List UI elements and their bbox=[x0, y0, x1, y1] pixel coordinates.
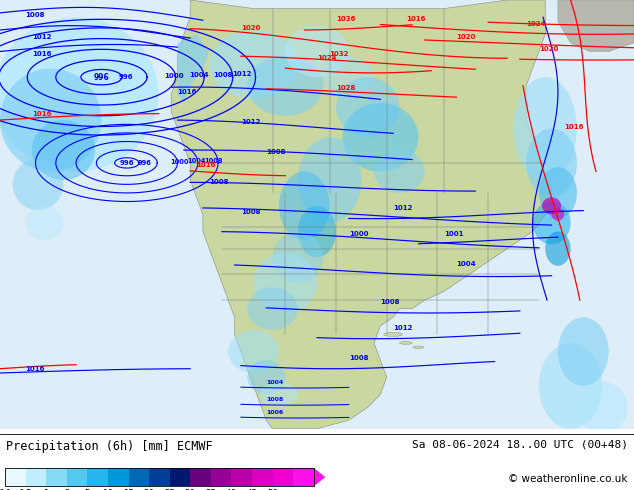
Bar bbox=[190, 468, 211, 486]
Text: 1036: 1036 bbox=[336, 17, 356, 23]
Text: 1008: 1008 bbox=[213, 72, 233, 78]
Bar bbox=[129, 468, 149, 486]
Ellipse shape bbox=[526, 128, 577, 197]
Text: Sa 08-06-2024 18..00 UTC (00+48): Sa 08-06-2024 18..00 UTC (00+48) bbox=[411, 440, 628, 450]
Text: 1020: 1020 bbox=[456, 34, 476, 40]
Ellipse shape bbox=[285, 25, 349, 77]
Bar bbox=[25, 468, 46, 486]
Ellipse shape bbox=[228, 330, 279, 373]
Ellipse shape bbox=[342, 103, 418, 172]
Ellipse shape bbox=[384, 332, 403, 337]
Polygon shape bbox=[314, 468, 325, 486]
Bar bbox=[67, 468, 87, 486]
Ellipse shape bbox=[374, 150, 425, 193]
Text: 1000: 1000 bbox=[349, 231, 368, 237]
Ellipse shape bbox=[336, 77, 399, 137]
Text: 1020: 1020 bbox=[241, 25, 261, 31]
Bar bbox=[231, 468, 252, 486]
Ellipse shape bbox=[558, 318, 609, 386]
Bar bbox=[5, 468, 314, 486]
Text: 1004: 1004 bbox=[266, 380, 283, 385]
Bar bbox=[108, 468, 129, 486]
Text: 1004: 1004 bbox=[187, 158, 205, 165]
Bar bbox=[273, 468, 294, 486]
Ellipse shape bbox=[247, 56, 323, 116]
Text: 1000: 1000 bbox=[170, 159, 188, 165]
Text: 1012: 1012 bbox=[393, 325, 413, 331]
Text: 1008: 1008 bbox=[380, 299, 400, 305]
Ellipse shape bbox=[298, 137, 361, 223]
Text: 1008: 1008 bbox=[209, 179, 229, 185]
Text: 1016: 1016 bbox=[32, 111, 51, 117]
Text: 1008: 1008 bbox=[266, 397, 283, 402]
Ellipse shape bbox=[413, 346, 424, 348]
Text: 1012: 1012 bbox=[241, 120, 261, 125]
Text: 996: 996 bbox=[119, 74, 133, 80]
Text: 1016: 1016 bbox=[406, 17, 425, 23]
Ellipse shape bbox=[542, 197, 561, 215]
Ellipse shape bbox=[539, 167, 577, 219]
Ellipse shape bbox=[533, 201, 571, 245]
Ellipse shape bbox=[0, 69, 101, 172]
Polygon shape bbox=[171, 0, 552, 429]
Ellipse shape bbox=[247, 287, 298, 330]
Bar bbox=[149, 468, 170, 486]
Polygon shape bbox=[178, 34, 209, 103]
Text: Precipitation (6h) [mm] ECMWF: Precipitation (6h) [mm] ECMWF bbox=[6, 440, 213, 453]
Text: 996: 996 bbox=[94, 73, 109, 82]
Ellipse shape bbox=[545, 232, 571, 266]
Ellipse shape bbox=[298, 206, 336, 257]
Ellipse shape bbox=[323, 56, 374, 98]
Ellipse shape bbox=[13, 159, 63, 210]
Ellipse shape bbox=[209, 30, 298, 98]
Bar bbox=[87, 468, 108, 486]
Text: 1032: 1032 bbox=[330, 51, 349, 57]
Text: 1016: 1016 bbox=[25, 366, 45, 372]
Bar bbox=[170, 468, 190, 486]
Ellipse shape bbox=[260, 382, 298, 407]
Text: 1020: 1020 bbox=[539, 47, 559, 52]
Ellipse shape bbox=[254, 253, 317, 313]
Text: 1016: 1016 bbox=[564, 123, 584, 130]
Text: 1006: 1006 bbox=[266, 410, 283, 415]
Ellipse shape bbox=[273, 232, 323, 283]
Text: 1004: 1004 bbox=[189, 72, 209, 78]
Ellipse shape bbox=[552, 208, 564, 221]
Text: 1004: 1004 bbox=[456, 261, 476, 267]
Text: 1012: 1012 bbox=[393, 205, 413, 211]
Ellipse shape bbox=[514, 77, 577, 180]
Bar bbox=[46, 468, 67, 486]
Ellipse shape bbox=[0, 17, 158, 171]
Bar bbox=[5, 468, 25, 486]
Ellipse shape bbox=[577, 382, 628, 433]
Text: 1008: 1008 bbox=[204, 158, 223, 164]
Text: 1016: 1016 bbox=[178, 89, 197, 96]
Ellipse shape bbox=[32, 120, 95, 180]
Text: 1012: 1012 bbox=[32, 34, 51, 40]
Text: 1016: 1016 bbox=[32, 51, 51, 57]
Bar bbox=[252, 468, 273, 486]
Text: 1001: 1001 bbox=[444, 231, 463, 237]
Polygon shape bbox=[558, 0, 634, 51]
Ellipse shape bbox=[247, 360, 285, 394]
Text: 1028: 1028 bbox=[336, 85, 356, 91]
Ellipse shape bbox=[25, 206, 63, 240]
Bar bbox=[294, 468, 314, 486]
Ellipse shape bbox=[539, 343, 602, 429]
Ellipse shape bbox=[399, 342, 412, 344]
Ellipse shape bbox=[279, 172, 330, 240]
Text: © weatheronline.co.uk: © weatheronline.co.uk bbox=[508, 474, 628, 484]
Text: 996: 996 bbox=[120, 160, 134, 166]
Bar bbox=[211, 468, 231, 486]
Text: 1008: 1008 bbox=[266, 149, 286, 155]
Text: 1008: 1008 bbox=[241, 209, 261, 216]
Text: 1000: 1000 bbox=[164, 73, 184, 79]
Text: 1012: 1012 bbox=[233, 71, 252, 77]
Text: 1016: 1016 bbox=[197, 162, 216, 168]
Text: 1024: 1024 bbox=[526, 21, 546, 27]
Text: 1008: 1008 bbox=[25, 12, 45, 18]
Text: 996: 996 bbox=[137, 160, 151, 166]
Text: 1008: 1008 bbox=[349, 355, 368, 361]
Text: 1024: 1024 bbox=[317, 55, 337, 61]
